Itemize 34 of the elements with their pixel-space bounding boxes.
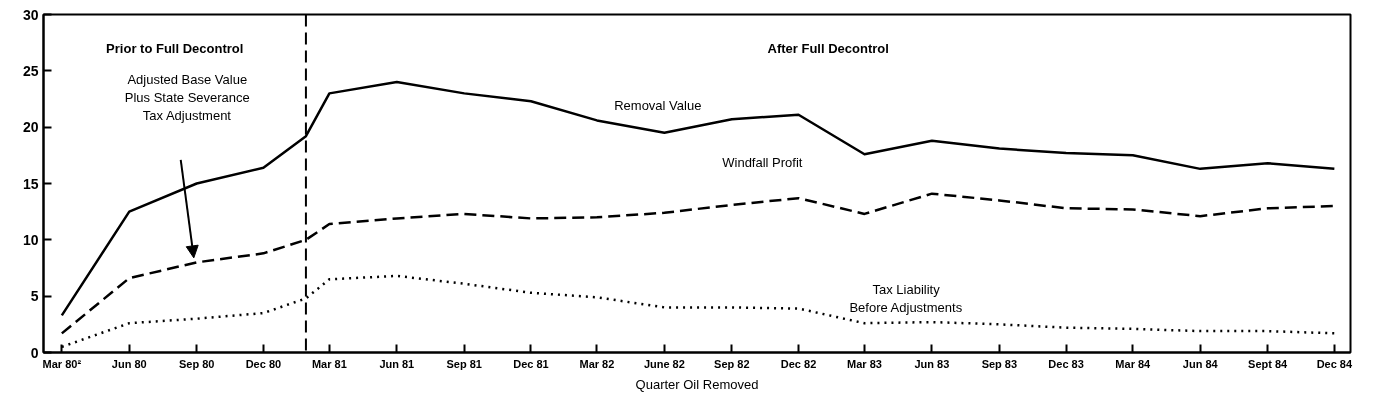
x-tick-label: Sep 81 bbox=[446, 357, 482, 370]
text: Windfall Profit bbox=[722, 154, 803, 170]
x-tick-label: Jun 80 bbox=[111, 357, 147, 370]
y-tick-label: 30 bbox=[22, 6, 39, 23]
y-tick-label: 5 bbox=[30, 288, 39, 305]
x-tick-label: Jun 84 bbox=[1182, 357, 1219, 370]
x-tick-label: Dec 81 bbox=[513, 357, 549, 370]
x-tick-label: Mar 83 bbox=[847, 357, 882, 370]
annotation: After Full Decontrol bbox=[767, 40, 889, 56]
x-tick-label: Jun 81 bbox=[379, 357, 415, 370]
x-tick-label: Dec 83 bbox=[1048, 357, 1084, 370]
y-tick-label: 20 bbox=[22, 119, 39, 136]
x-tick-label: Sept 84 bbox=[1248, 357, 1289, 370]
x-axis-title: Quarter Oil Removed bbox=[635, 376, 759, 392]
y-tick-label: 0 bbox=[30, 344, 39, 361]
x-tick-label: Sep 80 bbox=[178, 357, 215, 370]
x-tick-label: June 82 bbox=[643, 357, 685, 370]
x-tick-label: Dec 82 bbox=[780, 357, 817, 370]
x-tick-label: Sep 82 bbox=[714, 357, 750, 370]
x-tick-label: Mar 82 bbox=[579, 357, 615, 370]
x-tick-label: Dec 80 bbox=[245, 357, 282, 370]
x-tick-label: Dec 84 bbox=[1316, 357, 1353, 370]
annotation: Adjusted Base Value Plus State Severance Tax Adjustment bbox=[124, 71, 250, 123]
x-tick-label: Mar 84 bbox=[1115, 357, 1152, 370]
x-tick-label: Mar 80² bbox=[42, 357, 82, 370]
y-tick-label: 15 bbox=[22, 175, 39, 192]
x-tick-label: Jun 83 bbox=[914, 357, 950, 370]
y-tick-label: 10 bbox=[22, 231, 39, 248]
x-tick-label: Sep 83 bbox=[981, 357, 1018, 370]
series-label: Tax Liability Before Adjustments bbox=[849, 282, 963, 316]
series-label: Removal Value bbox=[614, 97, 702, 113]
y-tick-label: 25 bbox=[22, 62, 39, 79]
annotation: Prior to Full Decontrol bbox=[106, 40, 244, 56]
x-tick-label: Mar 81 bbox=[311, 357, 347, 370]
